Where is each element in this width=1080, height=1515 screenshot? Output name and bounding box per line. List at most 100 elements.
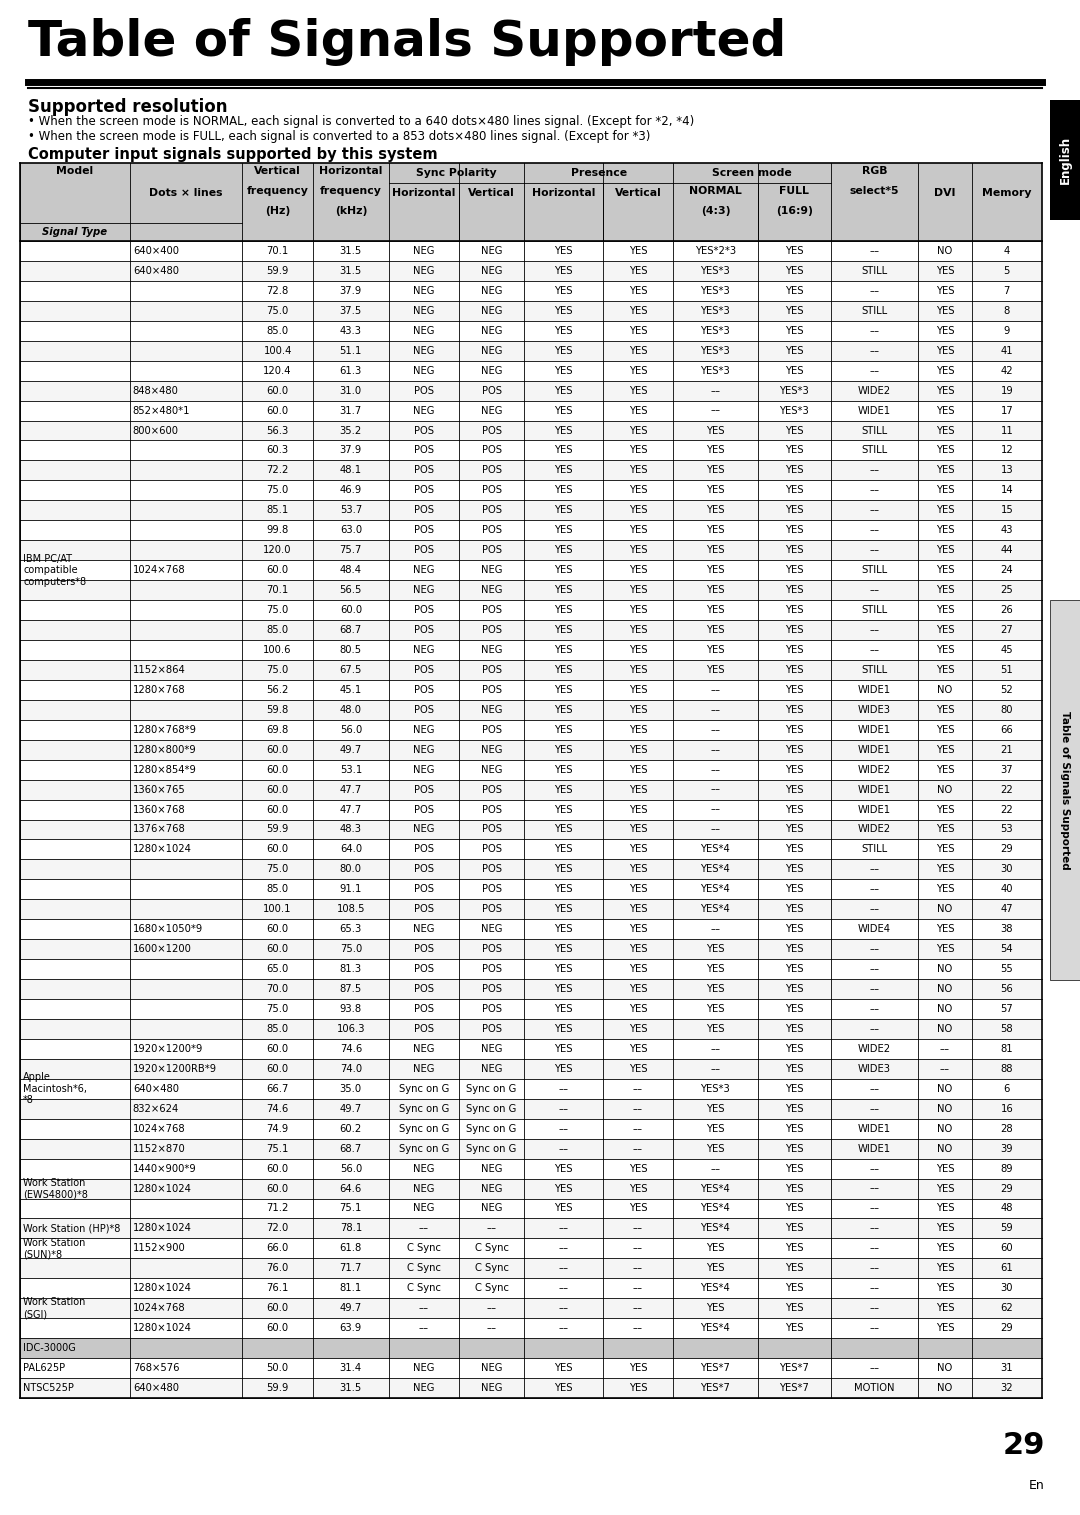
Text: YES: YES [785, 445, 804, 456]
Text: POS: POS [482, 1024, 501, 1033]
Text: 85.0: 85.0 [267, 326, 288, 336]
Text: 49.7: 49.7 [340, 1104, 362, 1114]
Text: YES: YES [785, 526, 804, 535]
Text: NEG: NEG [414, 565, 435, 576]
Text: POS: POS [414, 485, 434, 495]
Text: YES: YES [785, 944, 804, 954]
Bar [21, 839, 1042, 859]
Text: ––: –– [869, 645, 879, 654]
Bar [21, 1179, 1042, 1198]
Text: 37.5: 37.5 [340, 306, 362, 315]
Text: 56.5: 56.5 [339, 585, 362, 595]
Text: POS: POS [414, 944, 434, 954]
Text: NEG: NEG [414, 1203, 435, 1214]
Text: 60.0: 60.0 [267, 1044, 288, 1054]
Text: NEG: NEG [481, 245, 502, 256]
Text: YES: YES [629, 1164, 647, 1174]
Text: YES: YES [554, 386, 572, 395]
Text: POS: POS [414, 1024, 434, 1033]
Text: ––: –– [633, 1124, 643, 1133]
Text: 7: 7 [1003, 286, 1010, 295]
Text: STILL: STILL [862, 426, 888, 435]
Text: Sync on G: Sync on G [467, 1124, 516, 1133]
Bar [21, 1020, 1042, 1039]
Text: 1280×854*9: 1280×854*9 [133, 765, 197, 774]
Text: 60: 60 [1000, 1244, 1013, 1253]
Text: STILL: STILL [862, 604, 888, 615]
Bar [21, 164, 1042, 241]
Text: 91.1: 91.1 [339, 885, 362, 894]
Text: POS: POS [414, 526, 434, 535]
Text: YES: YES [706, 985, 725, 994]
Text: YES: YES [554, 245, 572, 256]
Text: 31.5: 31.5 [340, 245, 362, 256]
Bar [21, 400, 1042, 421]
Text: YES: YES [629, 785, 647, 794]
Text: Horizontal: Horizontal [531, 188, 595, 198]
Text: 38: 38 [1000, 924, 1013, 935]
Bar [21, 1039, 1042, 1059]
Text: ––: –– [558, 1224, 568, 1233]
Text: ––: –– [869, 245, 879, 256]
Text: ––: –– [869, 545, 879, 554]
Text: YES: YES [554, 924, 572, 935]
Text: 12: 12 [1000, 445, 1013, 456]
Text: YES: YES [629, 585, 647, 595]
Bar [21, 600, 1042, 620]
Text: 78.1: 78.1 [340, 1224, 362, 1233]
Text: YES: YES [935, 1323, 954, 1333]
Text: NEG: NEG [481, 704, 502, 715]
Text: YES: YES [554, 1064, 572, 1074]
Text: 65.3: 65.3 [340, 924, 362, 935]
Text: YES: YES [706, 665, 725, 674]
Text: YES*3: YES*3 [701, 1083, 730, 1094]
Text: YES*4: YES*4 [701, 1283, 730, 1294]
Text: 85.1: 85.1 [267, 506, 288, 515]
Bar [21, 1098, 1042, 1118]
Text: NEG: NEG [414, 1383, 435, 1392]
Text: 1376×768: 1376×768 [133, 824, 186, 835]
Bar [21, 680, 1042, 700]
Text: 48.3: 48.3 [340, 824, 362, 835]
Text: 26: 26 [1000, 604, 1013, 615]
Text: WIDE2: WIDE2 [858, 824, 891, 835]
Text: YES: YES [629, 245, 647, 256]
Text: 640×480: 640×480 [133, 1083, 179, 1094]
Text: 1280×1024: 1280×1024 [133, 1323, 191, 1333]
Bar [21, 441, 1042, 461]
Text: NEG: NEG [481, 645, 502, 654]
Text: 56.0: 56.0 [340, 724, 362, 735]
Text: POS: POS [414, 804, 434, 815]
Text: 1152×870: 1152×870 [133, 1144, 186, 1153]
Text: ––: –– [487, 1323, 497, 1333]
Text: 9: 9 [1003, 326, 1010, 336]
Text: YES: YES [554, 545, 572, 554]
Text: POS: POS [482, 626, 501, 635]
Bar [21, 1159, 1042, 1179]
Text: ––: –– [940, 1064, 950, 1074]
Text: YES: YES [785, 604, 804, 615]
Text: ––: –– [869, 526, 879, 535]
Text: YES: YES [785, 804, 804, 815]
Text: YES: YES [629, 345, 647, 356]
Bar [21, 700, 1042, 720]
Text: Vertical: Vertical [254, 167, 301, 176]
Text: POS: POS [482, 785, 501, 794]
Text: ––: –– [869, 944, 879, 954]
Text: YES: YES [935, 526, 954, 535]
Text: YES: YES [554, 985, 572, 994]
Text: YES: YES [706, 445, 725, 456]
Text: 31.5: 31.5 [340, 1383, 362, 1392]
Text: NEG: NEG [414, 765, 435, 774]
Text: YES: YES [935, 865, 954, 874]
Text: POS: POS [482, 844, 501, 854]
Text: YES: YES [706, 565, 725, 576]
Text: 13: 13 [1000, 465, 1013, 476]
Text: RGB: RGB [862, 167, 888, 176]
Text: IDC-3000G: IDC-3000G [23, 1344, 76, 1353]
Bar [21, 959, 1042, 979]
Text: YES*3: YES*3 [701, 345, 730, 356]
Text: Sync on G: Sync on G [399, 1124, 449, 1133]
Text: 64.6: 64.6 [340, 1183, 362, 1194]
Text: ––: –– [869, 1224, 879, 1233]
